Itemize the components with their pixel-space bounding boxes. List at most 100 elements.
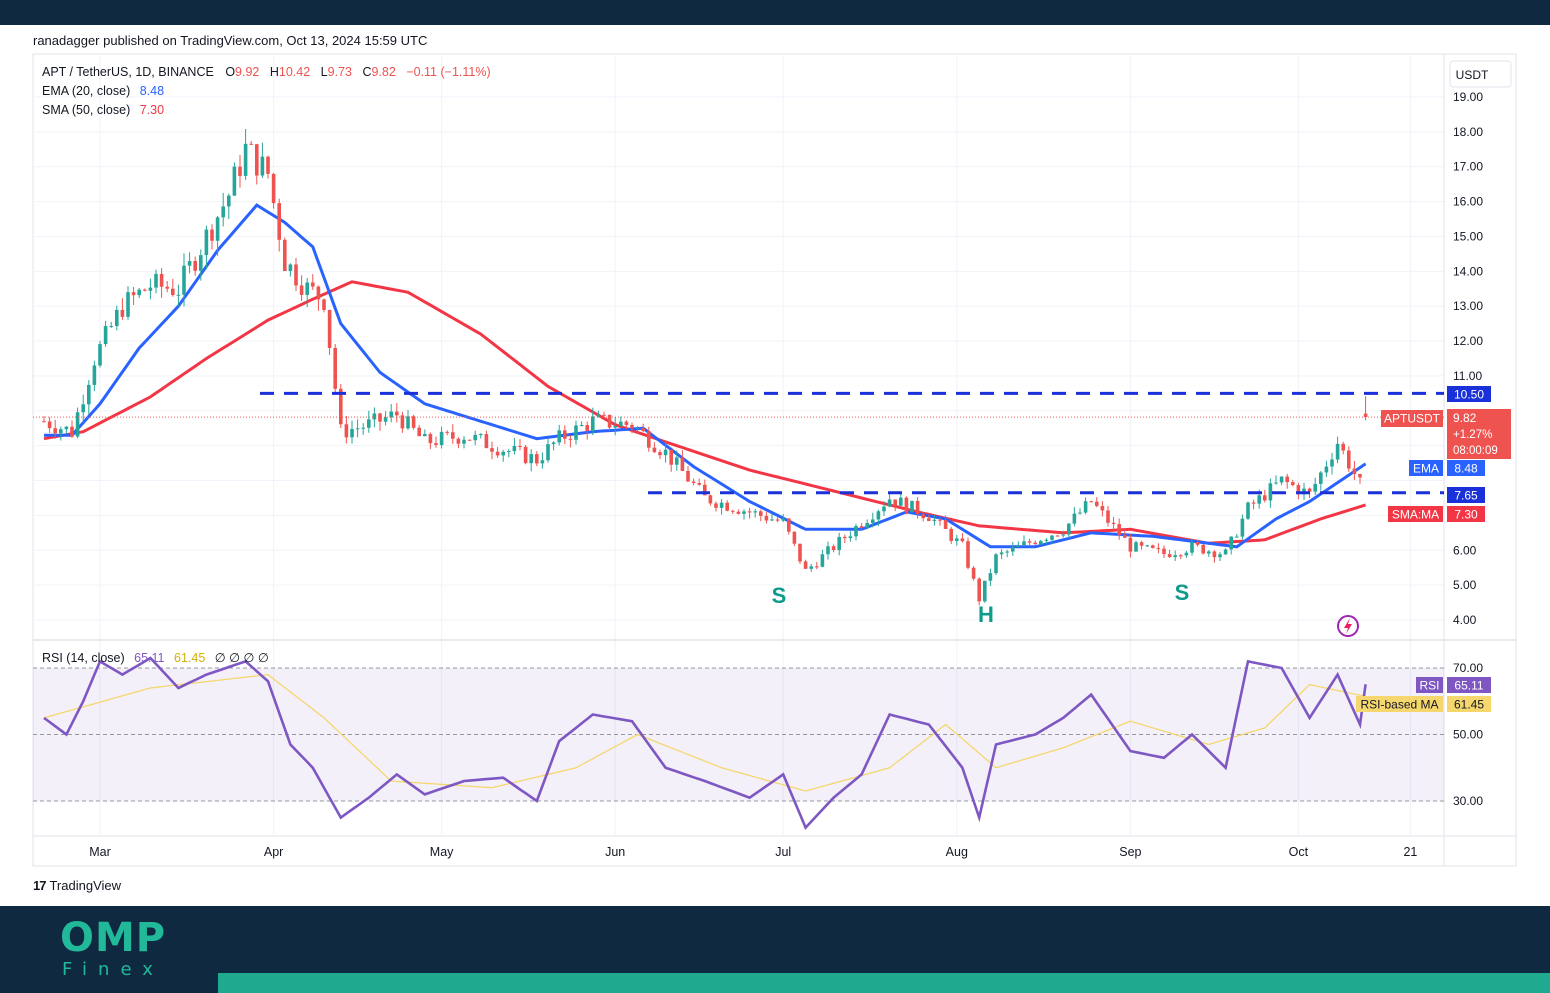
sma50-line[interactable] <box>43 280 1367 545</box>
candle-body[interactable] <box>47 421 52 429</box>
candle-body[interactable] <box>736 511 741 514</box>
candle-body[interactable] <box>1156 547 1161 549</box>
candle-body[interactable] <box>243 143 248 176</box>
candle-body[interactable] <box>109 325 113 327</box>
candle-body[interactable] <box>949 528 953 541</box>
candle-body[interactable] <box>1229 536 1233 550</box>
candle-body[interactable] <box>423 434 427 437</box>
candle-body[interactable] <box>333 347 337 389</box>
candle-body[interactable] <box>204 229 209 256</box>
candle-body[interactable] <box>1011 546 1015 552</box>
candle-body[interactable] <box>999 552 1004 555</box>
candle-body[interactable] <box>848 536 853 539</box>
candle-body[interactable] <box>658 452 662 456</box>
ema20-line[interactable] <box>44 203 1367 549</box>
candle-body[interactable] <box>635 428 640 430</box>
candle-body[interactable] <box>1027 541 1032 543</box>
candle-body[interactable] <box>339 388 343 425</box>
candle-body[interactable] <box>1352 468 1357 475</box>
candle-body[interactable] <box>143 289 147 291</box>
candle-body[interactable] <box>283 239 287 272</box>
candle-body[interactable] <box>221 206 225 218</box>
candle-body[interactable] <box>1184 552 1189 556</box>
candle-body[interactable] <box>619 421 623 427</box>
candle-body[interactable] <box>305 282 309 295</box>
candle-body[interactable] <box>1313 483 1317 492</box>
time-axis[interactable]: Mar Apr May Jun Jul Aug Sep Oct 21 <box>89 845 1417 859</box>
candle-body[interactable] <box>1067 523 1071 535</box>
candle-body[interactable] <box>882 506 886 512</box>
sma-badge[interactable]: SMA:MA 7.30 <box>1388 506 1485 522</box>
candle-body[interactable] <box>535 454 539 464</box>
candle-body[interactable] <box>165 286 169 289</box>
candle-body[interactable] <box>1263 495 1267 501</box>
candle-body[interactable] <box>255 144 259 176</box>
candle-body[interactable] <box>910 500 914 513</box>
candle-body[interactable] <box>663 449 668 456</box>
tradingview-logo[interactable]: 17 TradingView <box>33 878 121 893</box>
candle-body[interactable] <box>915 500 920 515</box>
candle-body[interactable] <box>1319 472 1323 484</box>
candle-body[interactable] <box>927 518 931 521</box>
candle-body[interactable] <box>1100 505 1105 511</box>
candle-body[interactable] <box>686 470 690 482</box>
candle-body[interactable] <box>742 511 746 514</box>
candle-body[interactable] <box>501 451 505 456</box>
candle-body[interactable] <box>193 261 197 271</box>
candle-body[interactable] <box>1061 534 1065 536</box>
candle-body[interactable] <box>456 438 461 444</box>
candle-body[interactable] <box>725 502 729 511</box>
candle-body[interactable] <box>1218 554 1222 558</box>
candle-body[interactable] <box>540 460 545 464</box>
candle-body[interactable] <box>148 287 153 291</box>
candle-body[interactable] <box>983 580 987 602</box>
rsi-ma-badge[interactable]: RSI-based MA 61.45 <box>1356 696 1491 712</box>
symbol-tag-badge[interactable]: APTUSDT <box>1381 410 1443 427</box>
candle-body[interactable] <box>1190 542 1194 553</box>
candle-body[interactable] <box>277 203 281 240</box>
candle-body[interactable] <box>316 286 321 300</box>
candle-body[interactable] <box>1016 545 1021 547</box>
candle-body[interactable] <box>932 519 937 521</box>
candle-body[interactable] <box>1022 541 1026 546</box>
candle-body[interactable] <box>596 414 601 417</box>
candle-body[interactable] <box>647 431 651 448</box>
candle-body[interactable] <box>103 326 108 345</box>
candle-body[interactable] <box>815 566 819 568</box>
candle-body[interactable] <box>630 424 634 429</box>
candle-body[interactable] <box>675 457 679 465</box>
candle-body[interactable] <box>495 451 500 456</box>
candle-body[interactable] <box>1134 542 1138 552</box>
support-badge[interactable]: 7.65 <box>1447 487 1485 503</box>
candle-body[interactable] <box>1330 459 1334 467</box>
candle-body[interactable] <box>131 292 136 296</box>
candle-body[interactable] <box>1201 544 1205 554</box>
candle-body[interactable] <box>1235 536 1239 538</box>
rsi-badge[interactable]: RSI 65.11 <box>1416 677 1491 693</box>
candle-body[interactable] <box>462 439 466 444</box>
candle-body[interactable] <box>1268 483 1273 501</box>
candle-body[interactable] <box>714 503 718 508</box>
candle-body[interactable] <box>232 166 237 196</box>
candle-body[interactable] <box>42 421 46 423</box>
candle-body[interactable] <box>988 573 993 581</box>
candle-body[interactable] <box>451 432 455 439</box>
candle-body[interactable] <box>591 416 595 431</box>
candle-body[interactable] <box>759 511 763 516</box>
candle-body[interactable] <box>299 285 304 295</box>
candle-body[interactable] <box>921 514 925 519</box>
candle-body[interactable] <box>1240 518 1245 537</box>
candle-body[interactable] <box>327 309 332 348</box>
price-scale-ticks[interactable]: 19.00 18.00 17.00 16.00 15.00 14.00 13.00 12.00… <box>1453 90 1483 627</box>
candle-body[interactable] <box>585 425 589 431</box>
candle-body[interactable] <box>1324 466 1329 473</box>
candle-body[interactable] <box>854 526 858 537</box>
candle-body[interactable] <box>943 519 948 529</box>
candle-body[interactable] <box>428 434 433 444</box>
candle-body[interactable] <box>798 543 802 562</box>
candle-body[interactable] <box>781 518 785 521</box>
candle-body[interactable] <box>1291 482 1295 486</box>
candle-body[interactable] <box>1044 539 1049 541</box>
candle-body[interactable] <box>1257 495 1261 504</box>
candle-body[interactable] <box>747 511 752 513</box>
